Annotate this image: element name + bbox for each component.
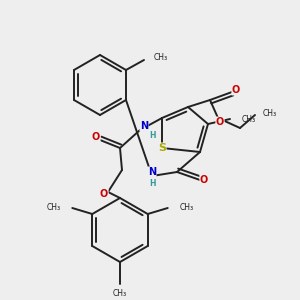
Text: CH₃: CH₃: [113, 290, 127, 298]
Text: H: H: [149, 131, 155, 140]
Text: CH₃: CH₃: [154, 53, 168, 62]
Text: O: O: [216, 117, 224, 127]
Text: N: N: [140, 121, 148, 131]
Text: CH₃: CH₃: [180, 203, 194, 212]
Text: H: H: [149, 179, 155, 188]
Text: CH₃: CH₃: [242, 115, 256, 124]
Text: O: O: [200, 175, 208, 185]
Text: O: O: [100, 189, 108, 199]
Text: O: O: [232, 85, 240, 95]
Text: O: O: [92, 132, 100, 142]
Text: CH₃: CH₃: [263, 109, 277, 118]
Text: N: N: [148, 167, 156, 177]
Text: CH₃: CH₃: [46, 203, 60, 212]
Text: S: S: [158, 143, 166, 153]
